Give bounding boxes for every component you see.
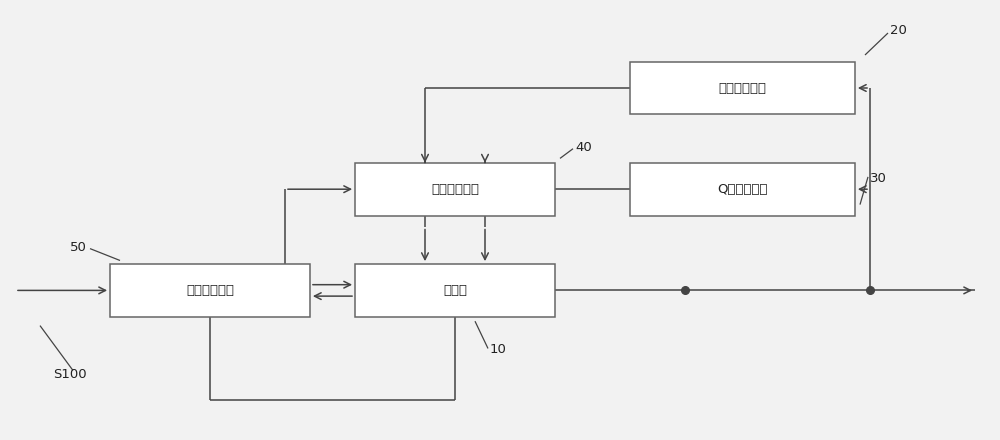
Text: S100: S100: [53, 368, 87, 381]
Text: 频率调谐电路: 频率调谐电路: [718, 81, 767, 95]
Bar: [355, 264, 555, 317]
Bar: [630, 163, 855, 216]
Text: 50: 50: [70, 241, 87, 254]
Text: 滤波器: 滤波器: [443, 284, 467, 297]
Bar: [630, 62, 855, 114]
Text: Q値调谐电路: Q値调谐电路: [717, 183, 768, 196]
Text: 30: 30: [870, 172, 887, 185]
Bar: [355, 163, 555, 216]
Text: 20: 20: [890, 24, 907, 37]
Text: 采样保持电路: 采样保持电路: [431, 183, 479, 196]
Text: 信号选择电路: 信号选择电路: [186, 284, 234, 297]
Text: 40: 40: [575, 141, 592, 154]
Bar: [110, 264, 310, 317]
Text: 10: 10: [490, 343, 507, 356]
